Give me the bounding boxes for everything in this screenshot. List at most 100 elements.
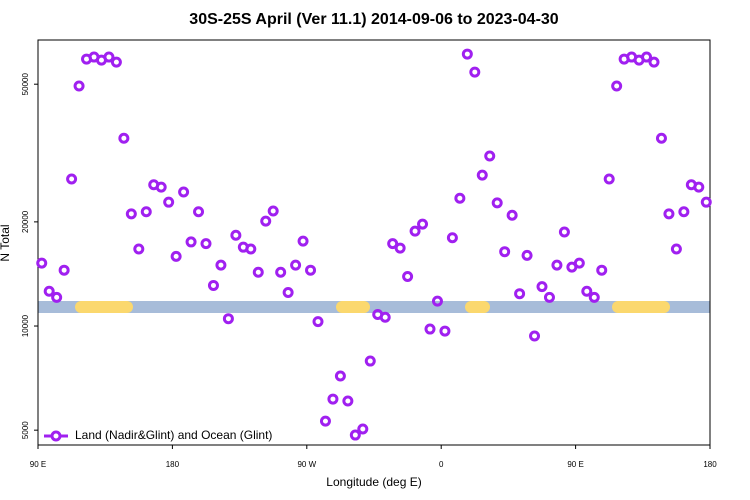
point — [267, 205, 279, 217]
point — [394, 242, 406, 254]
point — [387, 238, 399, 250]
point — [349, 429, 361, 441]
point — [170, 250, 182, 262]
point — [700, 196, 712, 208]
point — [36, 257, 48, 269]
point — [222, 313, 234, 325]
land-band — [75, 301, 133, 313]
land-band — [465, 301, 490, 313]
point — [521, 249, 533, 261]
point — [43, 285, 55, 297]
point — [73, 80, 85, 92]
point — [529, 330, 541, 342]
land-band — [336, 301, 370, 313]
point — [58, 264, 70, 276]
point — [133, 243, 145, 255]
y-tick-label: 50000 — [21, 73, 30, 96]
point — [514, 288, 526, 300]
point — [402, 271, 414, 283]
point — [125, 208, 137, 220]
point — [110, 56, 122, 68]
point — [454, 192, 466, 204]
point — [648, 56, 660, 68]
point — [379, 311, 391, 323]
point — [461, 48, 473, 60]
point — [364, 355, 376, 367]
point — [693, 181, 705, 193]
point — [178, 186, 190, 198]
point — [573, 257, 585, 269]
point — [230, 229, 242, 241]
point — [319, 415, 331, 427]
point — [66, 173, 78, 185]
point — [290, 259, 302, 271]
legend-label: Land (Nadir&Glint) and Ocean (Glint) — [75, 428, 272, 442]
point — [431, 295, 443, 307]
point — [499, 246, 511, 258]
point — [551, 259, 563, 271]
point — [215, 259, 227, 271]
point — [506, 209, 518, 221]
point — [118, 132, 130, 144]
y-axis-label: N Total — [0, 224, 12, 261]
point — [670, 243, 682, 255]
point — [207, 279, 219, 291]
point — [424, 323, 436, 335]
x-tick-label: 90 E — [567, 460, 583, 469]
point — [446, 232, 458, 244]
point — [103, 51, 115, 63]
point — [163, 196, 175, 208]
point — [140, 206, 152, 218]
point — [536, 281, 548, 293]
point — [476, 169, 488, 181]
point — [282, 286, 294, 298]
x-tick-label: 0 — [439, 460, 444, 469]
x-tick-label: 90 E — [30, 460, 46, 469]
x-axis-label: Longitude (deg E) — [326, 475, 421, 489]
chart-title: 30S-25S April (Ver 11.1) 2014-09-06 to 2… — [189, 11, 559, 28]
point — [260, 215, 272, 227]
point — [484, 150, 496, 162]
point — [200, 238, 212, 250]
land-band — [612, 301, 670, 313]
y-tick-label: 20000 — [21, 210, 30, 233]
point — [312, 316, 324, 328]
y-tick-label: 10000 — [21, 314, 30, 337]
point — [297, 235, 309, 247]
point — [543, 291, 555, 303]
point — [558, 226, 570, 238]
ocean-band — [38, 301, 710, 313]
point — [603, 173, 615, 185]
point — [641, 51, 653, 63]
point — [581, 285, 593, 297]
legend-marker — [50, 430, 62, 442]
point — [327, 393, 339, 405]
x-tick-label: 90 W — [297, 460, 316, 469]
point — [305, 264, 317, 276]
point — [357, 423, 369, 435]
point — [51, 291, 63, 303]
point — [611, 80, 623, 92]
point — [185, 236, 197, 248]
point — [655, 132, 667, 144]
point — [596, 264, 608, 276]
surface-band — [38, 301, 710, 313]
x-tick-label: 180 — [166, 460, 180, 469]
point — [417, 218, 429, 230]
point — [245, 243, 257, 255]
point — [469, 66, 481, 78]
point — [252, 266, 264, 278]
point — [678, 206, 690, 218]
point — [588, 291, 600, 303]
point — [663, 208, 675, 220]
point — [342, 395, 354, 407]
x-tick-label: 180 — [703, 460, 717, 469]
point — [155, 181, 167, 193]
point — [409, 225, 421, 237]
point — [334, 370, 346, 382]
point — [491, 197, 503, 209]
plot-frame — [37, 39, 711, 446]
y-tick-label: 5000 — [21, 421, 30, 439]
point — [275, 266, 287, 278]
